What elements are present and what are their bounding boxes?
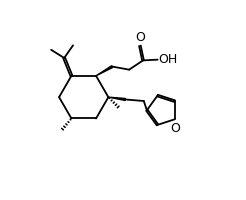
Text: OH: OH [158, 53, 178, 66]
Polygon shape [96, 66, 113, 76]
Text: O: O [135, 31, 145, 44]
Text: O: O [170, 122, 180, 135]
Polygon shape [108, 97, 125, 100]
